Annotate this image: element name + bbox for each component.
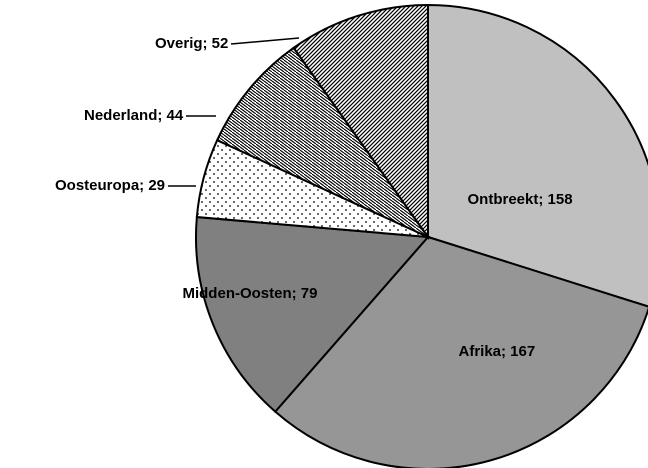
slice-label: Midden-Oosten; 79 [182, 285, 318, 302]
pie-slice [215, 46, 431, 240]
pie-slice [427, 3, 648, 308]
pie-slice [273, 235, 648, 468]
slice-label: Overig; 52 [155, 35, 229, 52]
slice-label: Oosteuropa; 29 [55, 177, 166, 194]
slice-label: Afrika; 167 [458, 343, 536, 360]
slice-label: Nederland; 44 [84, 107, 184, 124]
pie-slice [195, 215, 431, 414]
leader-line [230, 37, 300, 45]
slice-label: Ontbreekt; 158 [467, 191, 573, 208]
pie-slice [292, 3, 429, 241]
